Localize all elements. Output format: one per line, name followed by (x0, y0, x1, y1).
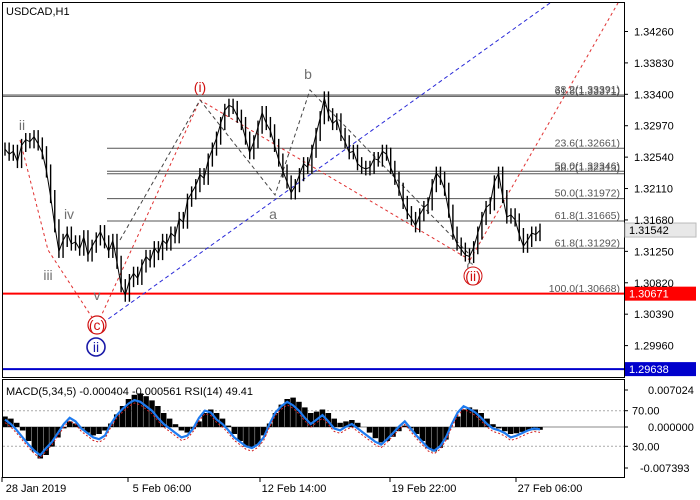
wave-marker (463, 266, 483, 286)
price-pane-frame (2, 2, 625, 378)
wave-label: (i) (194, 79, 206, 95)
y-tick-label: 0.000000 (648, 422, 694, 434)
y-tick-label: 70.00 (632, 406, 660, 418)
y-tick-label: 1.31680 (634, 215, 674, 227)
y-tick-label: 1.29960 (634, 341, 674, 353)
fibonacci-levels: 38.2(1.33391)61.8(1.33371) 23.6(1.32661) 5… (3, 84, 624, 295)
trend-line (469, 2, 619, 261)
fib-level-label: 50.0(1.31972) (555, 188, 620, 200)
wave-path (119, 89, 471, 256)
fib-level-label: 61.8(1.31292) (555, 237, 620, 249)
wave-label: (ii) (465, 268, 481, 284)
x-tick-label: 28 Jan 2019 (6, 483, 67, 495)
wave-label: c (467, 257, 474, 273)
current-price-label: 1.31542 (629, 225, 669, 237)
indicator-title: MACD(5,34,5) -0.000404 -0.000561 RSI(14)… (6, 386, 253, 398)
x-tick-label: 5 Feb 06:00 (133, 483, 192, 495)
price-series (4, 91, 541, 302)
wave-label: iv (64, 206, 74, 222)
x-tick-label: 19 Feb 22:00 (392, 483, 457, 495)
wave-marker (87, 315, 107, 335)
signal-line (4, 402, 541, 459)
fib-level-label: 38.2(1.32313) (555, 163, 620, 175)
y-tick-label: 0.007024 (648, 385, 694, 397)
fib-level-label: 38.2(1.33391) (555, 84, 620, 96)
trend-lines (19, 2, 619, 328)
fib-level-label: 23.6(1.32661) (555, 137, 620, 149)
rsi-line (4, 398, 541, 457)
y-tick-label: 1.30820 (634, 278, 674, 290)
x-tick-label: 27 Feb 06:00 (518, 483, 583, 495)
y-tick-label: 1.31250 (634, 246, 674, 258)
fib-level-label: 61.8(1.33371) (555, 85, 620, 97)
time-axis: 28 Jan 2019 5 Feb 06:00 12 Feb 14:00 19 Feb… (1, 477, 583, 495)
y-tick-label: 1.33400 (634, 89, 674, 101)
y-tick-label: 1.30390 (634, 309, 674, 321)
current-price-tag (624, 222, 697, 238)
wave-label: ii (93, 339, 99, 355)
price-line-label: 1.29638 (629, 364, 669, 376)
wave-label: iii (43, 267, 52, 283)
price-line-tag (625, 362, 696, 377)
indicator-series (2, 393, 624, 459)
indicator-axis: 70.00 30.00 0.007024 0.000000 -0.007393 (624, 385, 694, 475)
fib-level-label: 61.8(1.31665) (555, 210, 620, 222)
y-tick-label: 1.32540 (634, 152, 674, 164)
wave-label: v (94, 287, 101, 303)
price-line-tag (625, 286, 696, 301)
price-axis: 1.34260 1.33830 1.33400 1.32970 1.32540 1.321… (624, 26, 674, 353)
y-tick-label: -0.007393 (640, 463, 690, 475)
close-line (4, 97, 541, 297)
chart-title: USDCAD,H1 (6, 6, 70, 18)
wave-label: b (304, 66, 312, 82)
y-tick-label: 1.34260 (634, 26, 674, 38)
fib-level-label: 50.0(1.32346) (555, 160, 620, 172)
price-line-label: 1.30671 (629, 289, 669, 301)
y-tick-label: 1.33830 (634, 58, 674, 70)
indicator-pane-frame (2, 379, 625, 478)
wave-label: ii (19, 117, 25, 133)
price-lines: 1.30671 1.29638 1.31542 (3, 222, 697, 377)
fib-level-label: 100.0(1.30668) (549, 283, 620, 295)
wave-label: a (269, 206, 277, 222)
y-tick-label: 1.32970 (634, 121, 674, 133)
wave-marker (86, 337, 106, 357)
trend-line (96, 2, 551, 328)
x-tick-label: 12 Feb 14:00 (262, 483, 327, 495)
y-tick-label: 1.32110 (634, 184, 673, 196)
y-tick-label: 30.00 (632, 441, 660, 453)
wave-label: (c) (89, 317, 105, 333)
